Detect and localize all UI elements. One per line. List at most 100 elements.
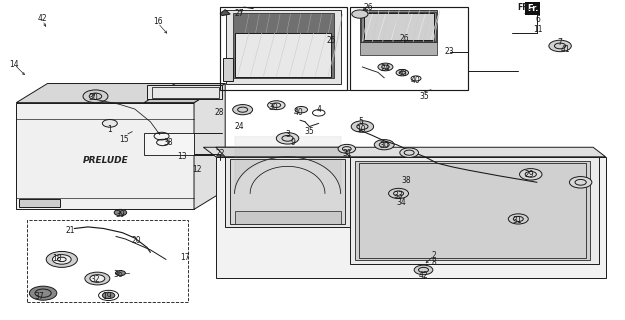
Text: 31: 31 [512, 216, 522, 225]
Text: 36: 36 [113, 270, 123, 279]
Circle shape [414, 265, 433, 275]
Text: 30: 30 [379, 141, 389, 150]
Circle shape [116, 270, 126, 276]
Text: 40: 40 [294, 108, 304, 117]
Circle shape [549, 40, 571, 52]
Text: 20: 20 [132, 236, 141, 245]
Text: 35: 35 [420, 92, 429, 101]
Text: 27: 27 [234, 9, 244, 18]
Text: 40: 40 [411, 76, 420, 85]
Text: 28: 28 [214, 108, 224, 117]
Text: 10: 10 [356, 125, 366, 134]
Circle shape [508, 214, 528, 224]
Text: 38: 38 [163, 138, 172, 147]
Polygon shape [234, 33, 331, 76]
Text: 8: 8 [432, 258, 436, 267]
Circle shape [378, 63, 393, 71]
Polygon shape [355, 161, 590, 260]
Text: 39: 39 [116, 210, 125, 219]
Text: 33: 33 [393, 190, 402, 200]
Text: 24: 24 [381, 64, 390, 73]
Polygon shape [16, 84, 225, 103]
Circle shape [352, 10, 368, 18]
Polygon shape [225, 157, 350, 227]
Text: 1: 1 [107, 125, 112, 134]
Text: 17: 17 [180, 253, 189, 262]
Polygon shape [234, 211, 341, 224]
Text: 32: 32 [91, 275, 100, 284]
Text: 30: 30 [398, 69, 407, 78]
Text: 18: 18 [52, 254, 62, 263]
Polygon shape [350, 157, 599, 264]
Text: 11: 11 [534, 25, 543, 34]
Text: 34: 34 [397, 197, 406, 206]
Polygon shape [144, 84, 225, 103]
Circle shape [102, 120, 118, 127]
Text: FR.: FR. [518, 3, 532, 12]
Polygon shape [203, 147, 606, 157]
Polygon shape [360, 42, 438, 55]
Text: 3: 3 [285, 130, 290, 139]
Text: 24: 24 [234, 122, 244, 131]
Polygon shape [364, 13, 434, 40]
Circle shape [338, 144, 356, 153]
Polygon shape [360, 10, 438, 42]
Text: 41: 41 [560, 44, 570, 54]
Circle shape [396, 69, 409, 76]
Polygon shape [216, 157, 606, 278]
Text: 6: 6 [536, 15, 541, 24]
Text: 37: 37 [34, 292, 44, 301]
Text: 30: 30 [88, 93, 98, 102]
Text: 26: 26 [364, 3, 374, 12]
Circle shape [374, 140, 394, 150]
Circle shape [46, 252, 78, 268]
Text: 19: 19 [102, 292, 111, 301]
Polygon shape [194, 84, 225, 209]
Circle shape [295, 107, 308, 113]
Text: 16: 16 [153, 17, 162, 26]
Text: 29: 29 [525, 170, 534, 179]
Polygon shape [226, 10, 341, 84]
Circle shape [351, 121, 374, 132]
Circle shape [569, 177, 592, 188]
Text: PRELUDE: PRELUDE [82, 156, 128, 164]
Circle shape [232, 105, 253, 115]
Text: 4: 4 [316, 105, 321, 114]
Text: 14: 14 [9, 60, 19, 69]
Polygon shape [220, 10, 230, 16]
Circle shape [389, 188, 409, 198]
Text: 35: 35 [304, 127, 314, 136]
Polygon shape [16, 103, 194, 209]
Text: 7: 7 [557, 38, 562, 47]
Circle shape [29, 286, 57, 300]
Circle shape [83, 90, 108, 103]
Text: 13: 13 [177, 152, 186, 161]
Circle shape [519, 169, 542, 180]
Polygon shape [148, 85, 222, 100]
Text: 42: 42 [419, 271, 428, 280]
Circle shape [268, 101, 285, 110]
Polygon shape [232, 13, 334, 78]
Text: 25: 25 [326, 36, 336, 45]
Circle shape [85, 272, 110, 285]
Text: 15: 15 [119, 135, 129, 144]
Text: 30: 30 [268, 103, 278, 112]
Text: 12: 12 [192, 165, 202, 174]
Text: Fr.: Fr. [527, 4, 538, 13]
Circle shape [102, 292, 115, 299]
Circle shape [52, 255, 71, 264]
Text: 21: 21 [66, 226, 75, 235]
Text: 2: 2 [432, 251, 436, 260]
Polygon shape [216, 147, 350, 157]
Polygon shape [230, 159, 345, 224]
Polygon shape [222, 58, 232, 81]
Text: 23: 23 [445, 47, 454, 56]
Circle shape [276, 132, 299, 144]
Circle shape [90, 275, 105, 282]
Text: 5: 5 [359, 117, 364, 126]
Text: 26: 26 [400, 35, 409, 44]
Circle shape [400, 148, 419, 157]
Text: 38: 38 [401, 176, 411, 185]
Text: 22: 22 [216, 149, 225, 158]
Polygon shape [144, 133, 194, 155]
